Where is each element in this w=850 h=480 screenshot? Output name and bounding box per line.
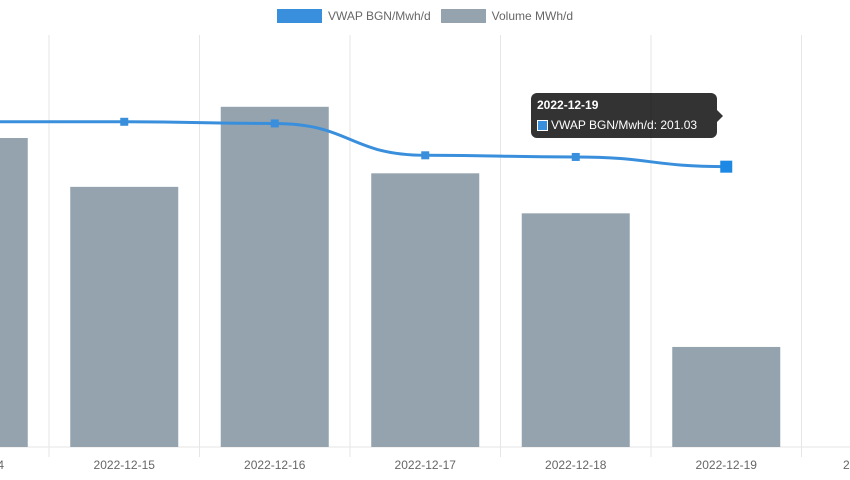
volume-bars	[0, 106, 781, 448]
x-tick-label: 4	[0, 458, 4, 472]
tooltip-value: VWAP BGN/Mwh/d: 201.03	[551, 118, 698, 132]
x-tick-label: 2022-12-17	[395, 458, 457, 472]
volume-bar	[371, 173, 480, 448]
vwap-line-path	[0, 120, 727, 169]
volume-bar	[521, 213, 630, 447]
legend-item-volume[interactable]: Volume MWh/d	[440, 9, 574, 23]
x-tick-label: 2022-12-18	[545, 458, 607, 472]
volume-bar	[70, 186, 179, 447]
legend-label-volume: Volume MWh/d	[491, 9, 574, 23]
legend-swatch-vwap	[276, 9, 322, 23]
volume-bar	[220, 106, 329, 447]
legend: VWAP BGN/Mwh/d Volume MWh/d	[0, 9, 850, 23]
vwap-line	[0, 117, 733, 173]
vwap-point	[720, 160, 733, 173]
legend-item-vwap[interactable]: VWAP BGN/Mwh/d	[276, 9, 431, 23]
x-tick-label: 2022-12-15	[94, 458, 156, 472]
x-tick-label: 2022-12-19	[696, 458, 758, 472]
volume-bar	[0, 138, 28, 447]
vwap-point	[120, 117, 129, 126]
tooltip-color-box	[537, 119, 548, 131]
vwap-point	[421, 151, 430, 160]
tooltip: 2022-12-19 VWAP BGN/Mwh/d: 201.03	[531, 93, 723, 138]
tooltip-title: 2022-12-19	[537, 98, 599, 112]
vwap-point	[270, 119, 279, 128]
legend-label-vwap: VWAP BGN/Mwh/d	[327, 9, 431, 23]
x-axis-ticks: 4 2022-12-15 2022-12-16 2022-12-17 2022-12-1…	[0, 458, 850, 472]
volume-bar	[672, 346, 781, 447]
tooltip-row: VWAP BGN/Mwh/d: 201.03	[537, 118, 711, 132]
legend-swatch-volume	[440, 9, 486, 23]
x-tick-label: 2	[843, 458, 850, 472]
x-tick-label: 2022-12-16	[244, 458, 306, 472]
vwap-point	[571, 152, 580, 161]
